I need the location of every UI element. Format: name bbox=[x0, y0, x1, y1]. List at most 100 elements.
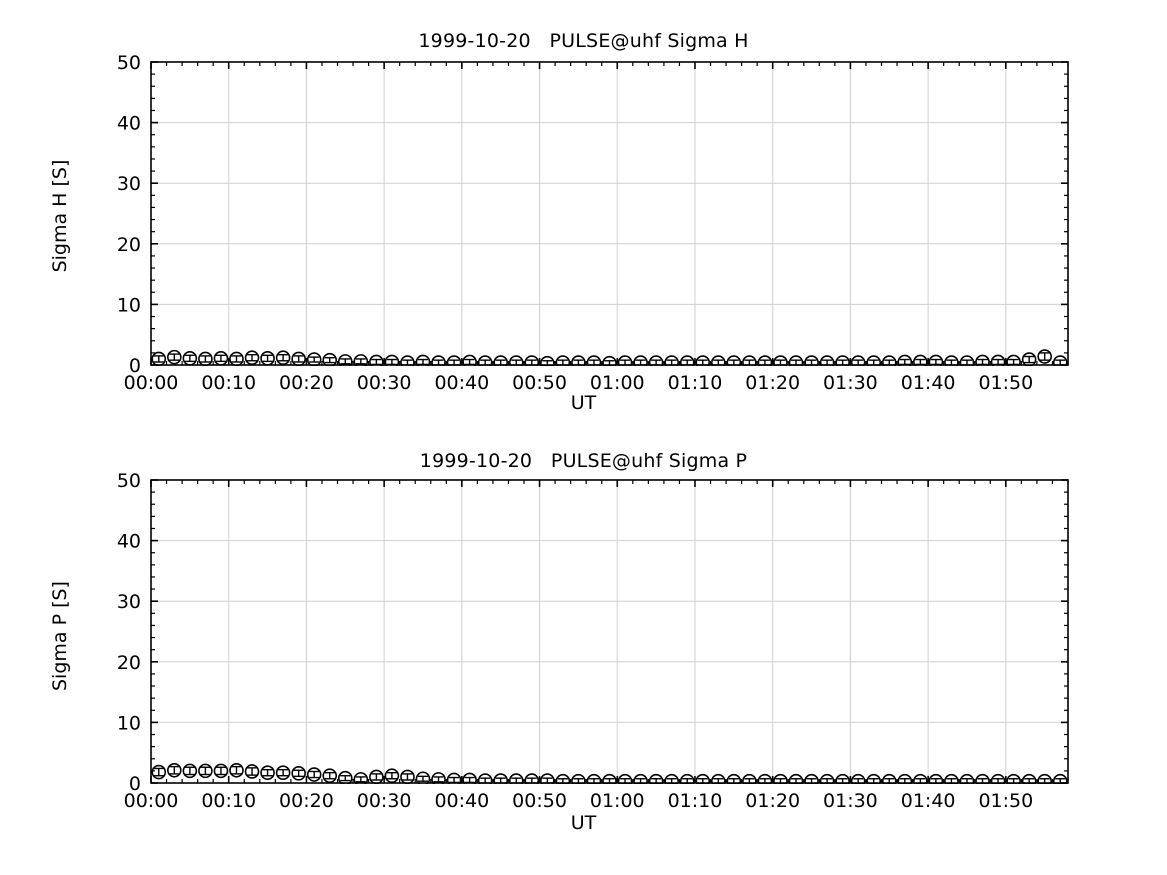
data-point bbox=[446, 355, 462, 366]
marker-open-circle bbox=[913, 773, 928, 784]
data-point bbox=[493, 773, 509, 784]
data-point bbox=[337, 354, 353, 366]
marker-open-circle bbox=[664, 773, 679, 784]
marker-open-circle bbox=[322, 352, 338, 366]
x-tick-label: 01:40 bbox=[901, 372, 956, 394]
marker-open-circle bbox=[540, 773, 555, 784]
marker-open-circle bbox=[928, 354, 944, 366]
data-point bbox=[617, 355, 633, 366]
marker-open-circle bbox=[742, 773, 757, 784]
marker-open-circle bbox=[757, 355, 773, 366]
panel-sigma-p: 1999-10-20 PULSE@uhf Sigma P Sigma P [S]… bbox=[0, 418, 1167, 875]
data-point bbox=[633, 355, 648, 366]
y-tick-label: 10 bbox=[117, 294, 141, 316]
marker-open-circle bbox=[540, 355, 555, 366]
data-point bbox=[431, 355, 446, 366]
x-tick-label: 00:20 bbox=[279, 372, 334, 394]
data-point bbox=[602, 355, 617, 366]
marker-open-circle bbox=[617, 355, 633, 366]
data-point bbox=[757, 773, 773, 784]
marker-open-circle bbox=[835, 355, 850, 366]
marker-open-circle bbox=[1037, 349, 1052, 364]
data-point bbox=[819, 355, 835, 366]
y-tick-label: 50 bbox=[117, 470, 141, 492]
y-tick-label: 40 bbox=[117, 531, 141, 553]
data-point bbox=[959, 773, 975, 784]
data-point bbox=[742, 355, 757, 366]
data-point bbox=[384, 354, 400, 366]
data-point bbox=[928, 354, 944, 366]
marker-open-circle bbox=[400, 355, 415, 366]
data-point bbox=[291, 351, 306, 366]
x-tick-label: 00:50 bbox=[512, 790, 567, 812]
marker-open-circle bbox=[477, 355, 493, 366]
marker-open-circle bbox=[804, 355, 819, 366]
y-tick-label: 20 bbox=[117, 652, 141, 674]
data-point bbox=[322, 768, 338, 784]
marker-open-circle bbox=[586, 773, 602, 784]
marker-open-circle bbox=[353, 772, 369, 784]
panel-title-sigma-h: 1999-10-20 PULSE@uhf Sigma H bbox=[418, 30, 749, 52]
marker-open-circle bbox=[586, 355, 602, 366]
marker-open-circle bbox=[742, 355, 757, 366]
data-point bbox=[508, 773, 524, 784]
marker-open-circle bbox=[571, 355, 586, 366]
tick-labels: 0 10 20 30 40 50 00:00 00:10 00:20 00:30 00:40 00:5… bbox=[117, 470, 1033, 812]
data-point bbox=[244, 764, 260, 779]
x-axis-label-sigma-p: UT bbox=[570, 812, 597, 834]
data-point bbox=[446, 772, 462, 784]
marker-open-circle bbox=[819, 773, 835, 784]
data-point bbox=[804, 355, 819, 366]
data-point bbox=[571, 773, 586, 784]
data-point bbox=[1021, 352, 1037, 366]
data-point bbox=[1037, 349, 1052, 364]
marker-open-circle bbox=[897, 773, 913, 784]
data-point bbox=[198, 763, 213, 779]
plot-area-sigma-p: 0 10 20 30 40 50 00:00 00:10 00:20 00:30 00:40 00:5… bbox=[117, 470, 1069, 812]
marker-open-circle bbox=[897, 354, 913, 366]
data-point bbox=[913, 354, 928, 366]
data-point bbox=[462, 772, 477, 784]
marker-open-circle bbox=[959, 355, 975, 366]
data-point bbox=[804, 773, 819, 784]
data-point bbox=[477, 355, 493, 366]
data-point bbox=[1052, 773, 1068, 784]
data-point bbox=[182, 351, 198, 366]
marker-open-circle bbox=[462, 354, 477, 366]
data-point bbox=[773, 355, 788, 366]
marker-open-circle bbox=[866, 773, 882, 784]
marker-open-circle bbox=[1021, 352, 1037, 366]
marker-open-circle bbox=[431, 355, 446, 366]
marker-open-circle bbox=[493, 355, 509, 366]
marker-open-circle bbox=[944, 773, 959, 784]
y-tick-label: 30 bbox=[117, 591, 141, 613]
marker-open-circle bbox=[648, 355, 664, 366]
marker-open-circle bbox=[291, 766, 306, 781]
x-tick-label: 01:20 bbox=[745, 372, 800, 394]
data-point bbox=[990, 354, 1006, 366]
data-point bbox=[897, 354, 913, 366]
data-point bbox=[1052, 355, 1068, 366]
data-point bbox=[493, 355, 509, 366]
data-point bbox=[726, 773, 742, 784]
data-point bbox=[835, 773, 850, 784]
data-point bbox=[1037, 773, 1052, 784]
data-point bbox=[306, 352, 322, 366]
marker-open-circle bbox=[477, 773, 493, 784]
data-point bbox=[648, 773, 664, 784]
marker-open-circle bbox=[198, 763, 213, 779]
marker-open-circle bbox=[788, 773, 804, 784]
marker-open-circle bbox=[602, 773, 617, 784]
data-point bbox=[975, 354, 990, 366]
data-point bbox=[229, 351, 244, 366]
marker-open-circle bbox=[446, 772, 462, 784]
marker-open-circle bbox=[1006, 354, 1021, 366]
plot-frame bbox=[150, 61, 1069, 366]
data-point bbox=[369, 354, 384, 366]
data-point bbox=[710, 773, 726, 784]
marker-open-circle bbox=[337, 770, 353, 784]
data-point bbox=[524, 355, 540, 366]
x-tick-label: 00:30 bbox=[357, 372, 412, 394]
data-point bbox=[384, 768, 400, 784]
marker-open-circle bbox=[555, 355, 571, 366]
